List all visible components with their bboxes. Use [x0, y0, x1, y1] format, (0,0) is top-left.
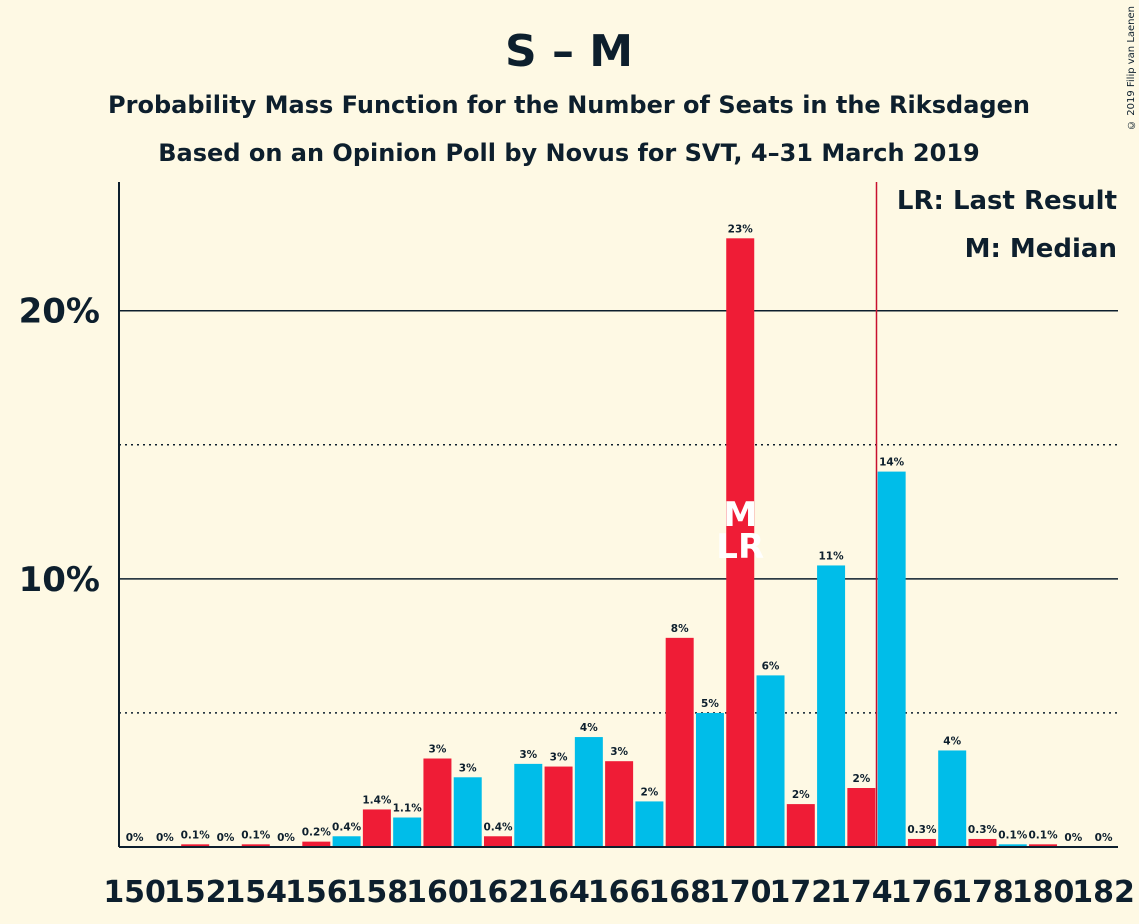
bar-value-label: 3% — [610, 746, 628, 758]
bar-value-label: 0.3% — [968, 824, 998, 836]
bar — [332, 836, 361, 847]
x-tick-label: 182 — [1072, 875, 1135, 910]
bar — [907, 838, 936, 847]
bar-value-label: 4% — [943, 735, 961, 747]
bar-value-label: 2% — [852, 773, 870, 785]
bar — [665, 637, 694, 847]
bar — [181, 844, 210, 847]
legend-median: M: Median — [965, 234, 1117, 264]
bar-value-label: 0.1% — [181, 829, 211, 841]
bar — [544, 766, 573, 847]
bar-value-label: 23% — [728, 223, 754, 235]
bar-value-label: 0.3% — [907, 824, 937, 836]
bar — [362, 809, 391, 847]
bar-value-label: 3% — [429, 744, 447, 756]
bar-value-label: 14% — [879, 457, 905, 469]
bar-value-label: 4% — [580, 722, 598, 734]
bar-value-label: 6% — [762, 660, 780, 672]
bar-value-label: 8% — [671, 623, 689, 635]
bar-value-label: 0.1% — [1028, 829, 1058, 841]
bar — [877, 471, 906, 847]
bar-value-label: 0.1% — [241, 829, 271, 841]
bar-value-label: 0% — [156, 832, 174, 844]
chart-subtitle-1: Probability Mass Function for the Number… — [108, 91, 1030, 119]
bar-value-label: 1.1% — [393, 803, 423, 815]
bar — [514, 763, 543, 847]
median-marker: M — [723, 495, 757, 535]
bar — [241, 844, 270, 847]
bar — [938, 750, 967, 847]
bar — [393, 817, 422, 847]
x-tick-label: 158 — [346, 875, 409, 910]
x-tick-label: 170 — [709, 875, 772, 910]
x-tick-label: 162 — [467, 875, 530, 910]
last-result-marker: LR — [716, 527, 764, 567]
bar — [726, 238, 755, 847]
bar — [1029, 844, 1058, 847]
bar-value-label: 3% — [550, 752, 568, 764]
y-tick-label: 20% — [19, 292, 100, 332]
bar-value-label: 0% — [217, 832, 235, 844]
bar — [695, 712, 724, 847]
bar-value-label: 0.4% — [332, 821, 362, 833]
bar-value-label: 11% — [819, 550, 845, 562]
plot-area: 10%20%0% 0% 0.1% 0% 0.1% 0% 0.2% 0.4%1.4%1.1%3%… — [19, 182, 1135, 910]
bar — [817, 565, 846, 847]
x-tick-label: 168 — [648, 875, 711, 910]
bar-value-label: 0.4% — [483, 821, 513, 833]
bar-value-label: 0.2% — [302, 827, 332, 839]
bar-value-label: 5% — [701, 698, 719, 710]
x-tick-label: 178 — [951, 875, 1014, 910]
bar-value-label: 3% — [459, 762, 477, 774]
x-tick-label: 152 — [164, 875, 227, 910]
chart-subtitle-2: Based on an Opinion Poll by Novus for SV… — [158, 139, 979, 167]
chart-title: S – M — [505, 26, 633, 77]
x-tick-label: 164 — [527, 875, 590, 910]
bar-value-label: 3% — [519, 749, 537, 761]
bar-value-label: 0% — [126, 832, 144, 844]
bar-value-label: 1.4% — [362, 794, 392, 806]
bar-value-label: 2% — [792, 789, 810, 801]
x-tick-label: 154 — [224, 875, 287, 910]
x-tick-label: 172 — [769, 875, 832, 910]
bar-value-label: 0% — [1064, 832, 1082, 844]
bar — [574, 737, 603, 847]
bar-value-label: 0% — [1095, 832, 1113, 844]
x-tick-label: 160 — [406, 875, 469, 910]
x-tick-label: 156 — [285, 875, 348, 910]
y-tick-label: 10% — [19, 560, 100, 600]
bar-value-label: 0% — [277, 832, 295, 844]
bar — [484, 836, 512, 847]
x-tick-label: 166 — [588, 875, 651, 910]
bar-value-label: 2% — [640, 786, 658, 798]
bar — [605, 761, 634, 847]
bar — [423, 758, 452, 847]
bar — [453, 777, 482, 847]
x-tick-label: 150 — [103, 875, 166, 910]
bar-value-label: 0.1% — [998, 829, 1028, 841]
bar — [302, 841, 331, 847]
legend-last-result: LR: Last Result — [897, 186, 1117, 216]
bar — [635, 801, 664, 847]
x-tick-label: 174 — [830, 875, 893, 910]
bar — [998, 844, 1027, 847]
copyright-notice: © 2019 Filip van Laenen — [1126, 6, 1137, 130]
bar — [756, 675, 785, 847]
bar — [847, 788, 876, 847]
bar — [968, 838, 997, 847]
x-tick-label: 176 — [891, 875, 954, 910]
x-tick-label: 180 — [1012, 875, 1075, 910]
bar — [786, 804, 815, 847]
